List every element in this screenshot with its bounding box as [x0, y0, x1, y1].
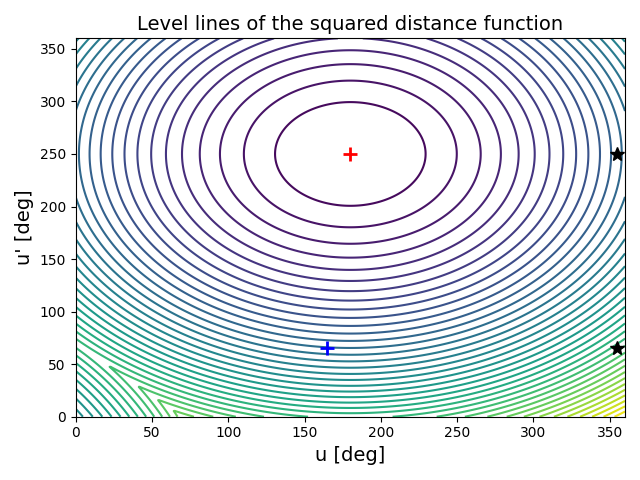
- Title: Level lines of the squared distance function: Level lines of the squared distance func…: [137, 15, 563, 34]
- Y-axis label: u' [deg]: u' [deg]: [15, 190, 34, 265]
- X-axis label: u [deg]: u [deg]: [316, 446, 385, 465]
